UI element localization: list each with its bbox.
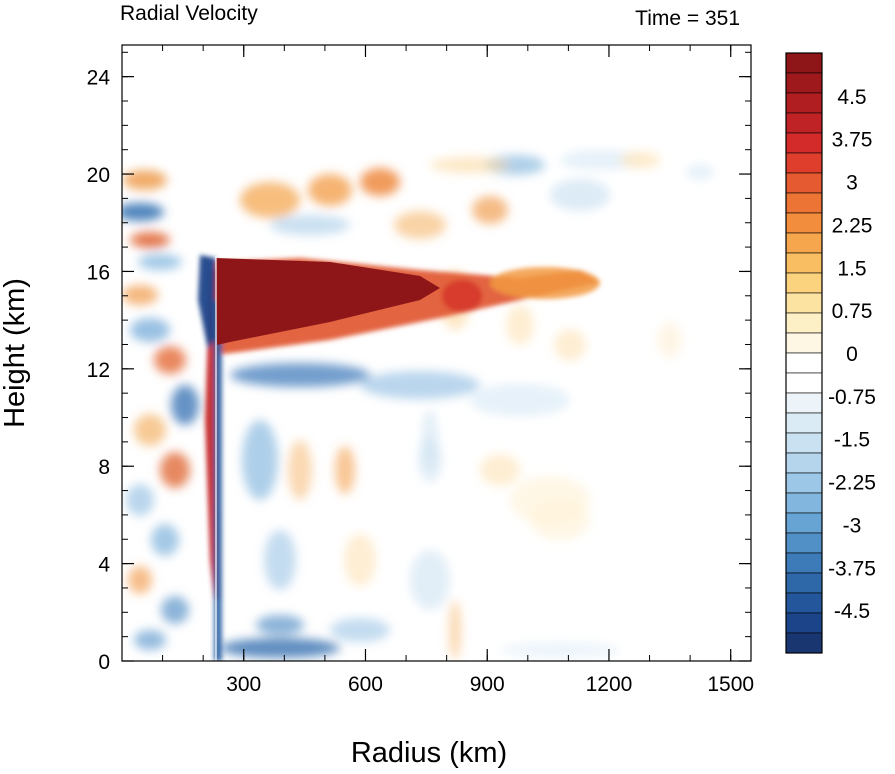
y-tick-label: 4 — [98, 554, 110, 577]
colorbar-label: -3.75 — [828, 557, 876, 580]
colorbar-label: -2.25 — [828, 472, 876, 495]
y-tick-label: 12 — [87, 359, 110, 382]
colorbar-box — [785, 532, 823, 554]
colorbar-box — [785, 392, 823, 414]
colorbar-label: -1.5 — [834, 429, 870, 452]
colorbar-label: -3 — [843, 514, 862, 537]
y-tick-label: 16 — [87, 261, 110, 284]
chart-title: Radial Velocity — [120, 2, 258, 25]
colorbar-box — [785, 612, 823, 634]
colorbar-box — [785, 332, 823, 354]
colorbar-box — [785, 512, 823, 534]
x-tick-label: 300 — [226, 673, 261, 696]
colorbar-box — [785, 432, 823, 454]
colorbar-label: 1.5 — [837, 257, 866, 280]
colorbar-box — [785, 312, 823, 334]
colorbar-box — [785, 472, 823, 494]
x-tick-label: 1500 — [707, 673, 754, 696]
colorbar-label: 3.75 — [832, 129, 873, 152]
time-label: Time = 351 — [635, 7, 740, 30]
x-tick-label: 900 — [470, 673, 505, 696]
colorbar-box — [785, 492, 823, 514]
colorbar-box — [785, 92, 823, 114]
colorbar-frame — [785, 52, 823, 654]
colorbar-box — [785, 452, 823, 474]
x-tick-label: 600 — [348, 673, 383, 696]
y-tick-label: 8 — [98, 456, 110, 479]
colorbar-box — [785, 52, 823, 74]
y-tick-label: 24 — [87, 67, 111, 90]
colorbar-label: 2.25 — [832, 214, 873, 237]
colorbar-box — [785, 592, 823, 614]
colorbar-label: 3 — [846, 172, 858, 195]
colorbar-box — [785, 192, 823, 214]
colorbar-box — [785, 292, 823, 314]
colorbar-box — [785, 132, 823, 154]
colorbar-label: 4.5 — [837, 86, 866, 109]
colorbar-label: 0.75 — [832, 300, 873, 323]
colorbar-box — [785, 152, 823, 174]
y-tick-label: 0 — [98, 651, 110, 674]
colorbar: 4.5 3.75 3 2.25 1.5 0.75 0 -0.75 -1.5 -2.25 -3 -3.7… — [785, 52, 876, 654]
colorbar-box — [785, 352, 823, 374]
colorbar-box — [785, 252, 823, 274]
x-tick-label: 1200 — [586, 673, 633, 696]
colorbar-label: -0.75 — [828, 386, 876, 409]
colorbar-box — [785, 572, 823, 594]
colorbar-box — [785, 72, 823, 94]
y-axis: 0 4 8 12 16 20 24 — [87, 51, 751, 674]
x-axis: 300 600 900 1200 1500 — [162, 45, 754, 696]
y-tick-label: 20 — [87, 164, 110, 187]
colorbar-label: -4.5 — [834, 600, 870, 623]
colorbar-box — [785, 272, 823, 294]
colorbar-box — [785, 632, 823, 654]
colorbar-box — [785, 112, 823, 134]
colorbar-box — [785, 372, 823, 394]
y-axis-label: Height (km) — [0, 278, 31, 428]
colorbar-label: 0 — [846, 343, 858, 366]
colorbar-box — [785, 212, 823, 234]
colorbar-box — [785, 552, 823, 574]
colorbar-box — [785, 232, 823, 254]
colorbar-box — [785, 412, 823, 434]
x-axis-label: Radius (km) — [351, 737, 507, 769]
colorbar-box — [785, 172, 823, 194]
heatmap-field — [122, 150, 714, 661]
plot-frame — [121, 44, 752, 662]
